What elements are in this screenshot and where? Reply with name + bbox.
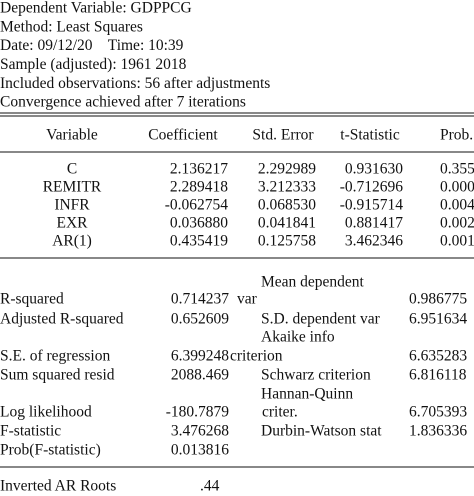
cell: 2.292989 [258,161,316,178]
stat-value: 6.399248 [171,348,229,365]
stat-value: 6.705393 [409,404,467,421]
column-header: Coefficient [148,127,218,144]
stat-label: Akaike info [261,329,335,346]
stat-label: Prob(F-statistic) [0,442,101,459]
stat-value: 0.652609 [171,311,229,328]
stat-label: Durbin-Watson stat [261,423,382,440]
variable-name: EXR [57,215,89,232]
cell: 0.041841 [258,215,316,232]
stat-label: var [237,291,258,308]
column-header: Std. Error [252,127,314,144]
stat-value: 0.714237 [171,291,229,308]
cell: -0.712696 [340,179,404,196]
cell: 0.0011 [440,233,474,250]
column-header: t-Statistic [340,127,400,144]
cell: -0.915714 [340,197,404,214]
cell: 0.0022 [440,215,474,232]
stat-label: Hannan-Quinn [261,386,353,403]
cell: 0.881417 [345,215,403,232]
cell: 0.068530 [258,197,316,214]
stat-label: R-squared [0,291,64,308]
cell: 0.125758 [258,233,316,250]
cell: 0.435419 [170,233,228,250]
header-line: Dependent Variable: GDPPCG [0,0,192,17]
header-line: Included observations: 56 after adjustme… [0,75,270,92]
variable-name: INFR [54,197,90,214]
stat-label: Adjusted R-squared [0,311,124,328]
variable-name: AR(1) [52,233,92,250]
variable-name: REMITR [43,179,102,196]
cell: 0.3559 [440,161,474,178]
stat-value: 0.013816 [171,442,229,459]
cell: 3.212333 [258,179,316,196]
cell: 0.931630 [345,161,403,178]
stat-label: Log likelihood [0,404,92,421]
stat-label: S.E. of regression [0,348,110,365]
stat-value: 6.635283 [409,348,467,365]
stat-label: Schwarz criterion [261,367,371,384]
stat-value: 6.816118 [409,367,467,384]
column-header: Variable [46,127,98,144]
cell: 2.136217 [170,161,228,178]
footer-label: Inverted AR Roots [0,478,116,495]
cell: 2.289418 [170,179,228,196]
stat-label: Sum squared resid [0,367,115,384]
cell: 0.0003 [440,179,474,196]
column-header: Prob. [440,127,473,144]
stat-value: 6.951634 [409,311,467,328]
cell: 3.462346 [345,233,403,250]
stat-value: 0.986775 [409,291,467,308]
header-line: Convergence achieved after 7 iterations [0,94,246,111]
stat-value: 3.476268 [171,423,229,440]
cell: 0.0041 [440,197,474,214]
footer-value: .44 [200,478,220,495]
variable-name: C [67,161,77,178]
header-line: Sample (adjusted): 1961 2018 [0,56,187,73]
stat-value: -180.7879 [166,404,230,421]
stat-label: criter. [262,404,298,421]
stat-label: S.D. dependent var [261,311,381,328]
stat-value: 2088.469 [171,367,229,384]
stat-label: F-statistic [0,423,61,440]
stat-label: Mean dependent [261,274,365,291]
stat-value: 1.836336 [409,423,467,440]
cell: 0.036880 [170,215,228,232]
stat-label: criterion [230,348,283,365]
header-line: Date: 09/12/20 Time: 10:39 [0,37,184,54]
cell: -0.062754 [165,197,229,214]
header-line: Method: Least Squares [0,18,143,35]
